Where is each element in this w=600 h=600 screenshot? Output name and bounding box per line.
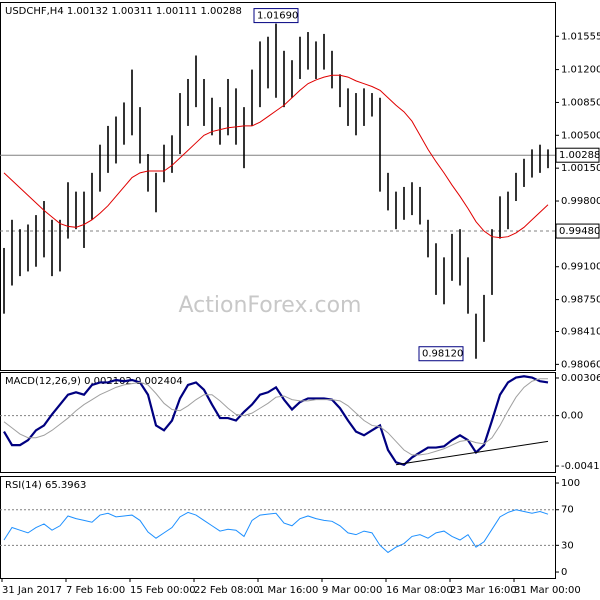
price-level-box bbox=[555, 223, 600, 239]
price-annotation-box bbox=[418, 346, 464, 362]
y-tick-label: 1.00150 bbox=[561, 163, 600, 174]
y-tick-label: 0.003063 bbox=[561, 373, 600, 384]
y-tick-label: 0.98750 bbox=[561, 295, 600, 306]
x-tick-label: 9 Mar 00:00 bbox=[322, 585, 382, 596]
y-tick-label: 0.99100 bbox=[561, 262, 600, 273]
macd-line bbox=[3, 375, 549, 466]
y-tick-label: 0.98410 bbox=[561, 327, 600, 338]
panel-frame bbox=[0, 476, 556, 579]
rsi-line bbox=[3, 509, 549, 554]
y-tick-label: 1.00850 bbox=[561, 97, 600, 108]
x-tick-label: 1 Mar 16:00 bbox=[258, 585, 318, 596]
panel-frame bbox=[0, 2, 556, 371]
y-tick-label: 100 bbox=[561, 478, 580, 489]
y-tick-label: 70 bbox=[561, 505, 574, 516]
x-tick-label: 31 Jan 2017 bbox=[2, 585, 62, 596]
price-annotation-label: 0.98120 bbox=[422, 349, 463, 360]
x-tick-label: 16 Mar 08:00 bbox=[386, 585, 453, 596]
y-tick-label: 0.99800 bbox=[561, 196, 600, 207]
y-tick-label: 30 bbox=[561, 540, 574, 551]
macd-line bbox=[3, 378, 548, 456]
panel-title: USDCHF,H4 1.00132 1.00311 1.00111 1.0028… bbox=[5, 6, 242, 17]
price-level-label: 0.99480 bbox=[559, 226, 600, 237]
y-tick-label: 1.01200 bbox=[561, 65, 600, 76]
price-level-label: 1.00288 bbox=[559, 150, 600, 161]
x-tick-label: 31 Mar 00:00 bbox=[514, 585, 581, 596]
panel-frame bbox=[0, 372, 556, 473]
x-tick-label: 23 Mar 16:00 bbox=[450, 585, 517, 596]
y-tick-label: 0.98060 bbox=[561, 359, 600, 370]
y-tick-label: -0.004104 bbox=[561, 461, 600, 472]
x-tick-label: 22 Feb 08:00 bbox=[194, 585, 260, 596]
watermark: ActionForex.com bbox=[179, 293, 362, 318]
y-tick-label: 1.01555 bbox=[561, 31, 600, 42]
panel-title: MACD(12,26,9) 0.002102 0.002404 bbox=[5, 376, 183, 387]
price-annotation-box bbox=[253, 8, 299, 24]
y-tick-label: 0 bbox=[561, 567, 567, 578]
price-level-box bbox=[555, 147, 600, 163]
panel-title: RSI(14) 65.3963 bbox=[5, 480, 86, 491]
trendline bbox=[395, 440, 549, 466]
price-annotation-label: 1.01690 bbox=[257, 11, 298, 22]
moving-average bbox=[3, 74, 549, 239]
y-tick-label: 1.00500 bbox=[561, 130, 600, 141]
x-tick-label: 15 Feb 00:00 bbox=[130, 585, 196, 596]
y-tick-label: 0.00 bbox=[561, 411, 583, 422]
x-tick-label: 7 Feb 16:00 bbox=[66, 585, 125, 596]
